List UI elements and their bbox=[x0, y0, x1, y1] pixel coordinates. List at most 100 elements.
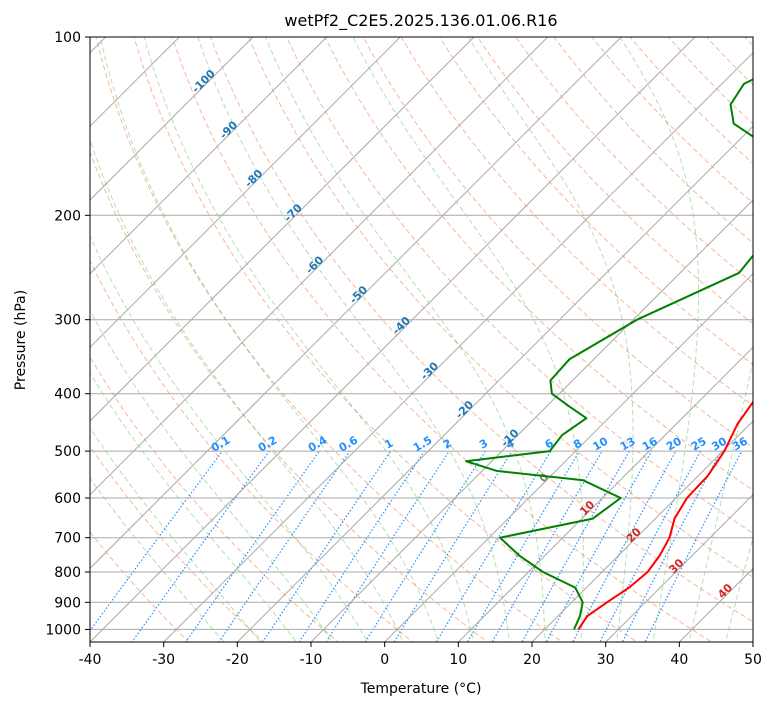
y-tick-label: 800 bbox=[54, 565, 81, 581]
dry-adiabat-line bbox=[90, 356, 339, 642]
isotherm-label: -90 bbox=[217, 118, 240, 141]
dry-adiabat-line bbox=[90, 259, 414, 642]
dry-adiabat-line bbox=[591, 37, 753, 204]
isotherm-label: -50 bbox=[347, 283, 370, 306]
y-tick-label: 700 bbox=[54, 531, 81, 547]
mixing-ratio-line bbox=[521, 450, 631, 642]
isotherm-label: -60 bbox=[303, 253, 326, 276]
moist-adiabat-line bbox=[143, 37, 475, 642]
dewpoint-profile-line bbox=[465, 78, 753, 630]
isotherm-line bbox=[236, 125, 753, 642]
mixing-ratio-line bbox=[298, 450, 425, 642]
dry-adiabat-line bbox=[95, 37, 564, 642]
isotherm-line bbox=[90, 37, 402, 349]
isotherm-line bbox=[90, 37, 254, 201]
dry-adiabat-line bbox=[248, 37, 753, 578]
mixing-ratio-line bbox=[262, 450, 392, 642]
mixing-ratio-line bbox=[466, 450, 580, 642]
mixing-ratio-line bbox=[90, 450, 223, 632]
y-tick-label: 1000 bbox=[45, 622, 81, 638]
mixing-ratio-line bbox=[599, 450, 702, 642]
moist-adiabat-line bbox=[90, 138, 404, 642]
mixing-ratio-line bbox=[545, 450, 653, 642]
isotherm-label: 40 bbox=[715, 581, 735, 601]
isotherm-line bbox=[457, 346, 753, 642]
isotherm-label: -10 bbox=[498, 426, 521, 449]
isotherm-line bbox=[531, 420, 753, 642]
isotherm-label: -70 bbox=[282, 201, 305, 224]
isotherm-line bbox=[310, 199, 753, 642]
axes: -40 -30 -20 -10 0 10 20 30 40 5010020030040050060… bbox=[45, 30, 762, 668]
x-axis-label: Temperature (°C) bbox=[360, 681, 482, 697]
isotherm-label: -80 bbox=[242, 167, 265, 190]
isotherm-line bbox=[604, 493, 753, 642]
moist-adiabat-line bbox=[467, 37, 634, 642]
mixing-ratio-label: 6 bbox=[543, 436, 556, 451]
dry-adiabat-line bbox=[90, 445, 265, 642]
mixing-ratio-line bbox=[184, 450, 320, 642]
plot-frame bbox=[89, 36, 754, 643]
x-tick-label: 30 bbox=[597, 652, 615, 668]
moist-adiabat-line bbox=[688, 358, 753, 642]
dry-adiabat-line bbox=[133, 37, 638, 642]
y-axis-label: Pressure (hPa) bbox=[13, 290, 29, 390]
isotherm-label: 30 bbox=[666, 556, 686, 576]
isotherm-label: 10 bbox=[577, 498, 597, 518]
isotherm-label: -40 bbox=[390, 314, 413, 337]
dry-adiabat-line bbox=[770, 24, 775, 654]
isopleth-labels: 0.1 0.2 0.4 0.6 1 1.5 2 3 4 6 8 10 13 16 20 25 30 36-100-… bbox=[189, 67, 750, 601]
mixing-ratio-line bbox=[131, 450, 270, 642]
dry-adiabat-line bbox=[400, 37, 753, 407]
y-tick-label: 200 bbox=[54, 208, 81, 224]
y-tick-label: 300 bbox=[54, 313, 81, 329]
x-tick-label: 50 bbox=[744, 652, 762, 668]
moist-adiabat-line bbox=[265, 37, 546, 642]
x-tick-label: 20 bbox=[523, 652, 541, 668]
mixing-ratio-label: 2 bbox=[441, 437, 454, 452]
mixing-ratio-line bbox=[491, 450, 603, 642]
sounding-series bbox=[465, 78, 753, 630]
temperature-profile-line bbox=[577, 400, 753, 630]
moist-adiabat-line bbox=[90, 309, 333, 642]
isotherm-line bbox=[90, 37, 328, 275]
dry-adiabat-line bbox=[286, 37, 753, 534]
dry-adiabat-line bbox=[705, 37, 753, 86]
mixing-ratio-line bbox=[364, 450, 486, 642]
dry-adiabat-line bbox=[515, 37, 753, 284]
x-tick-label: 0 bbox=[380, 652, 389, 668]
moist-adiabat-line bbox=[90, 235, 369, 642]
y-tick-label: 100 bbox=[54, 30, 81, 46]
x-tick-label: -40 bbox=[79, 652, 102, 668]
chart-title: wetPf2_C2E5.2025.136.01.06.R16 bbox=[284, 11, 557, 31]
dry-adiabat-line bbox=[744, 37, 753, 47]
isotherm-label: -20 bbox=[453, 398, 476, 421]
isotherm-line bbox=[752, 641, 753, 642]
y-tick-label: 400 bbox=[54, 387, 81, 403]
isotherm-label: -100 bbox=[189, 67, 218, 96]
isotherm-line bbox=[90, 37, 623, 570]
dry-adiabat-line bbox=[171, 37, 713, 642]
moist-adiabat-line bbox=[197, 37, 510, 642]
mixing-ratio-line bbox=[218, 450, 351, 642]
mixing-ratio-line bbox=[644, 450, 743, 642]
x-tick-label: -20 bbox=[226, 652, 249, 668]
dry-adiabat-line bbox=[324, 37, 753, 491]
mixing-ratio-line bbox=[325, 450, 450, 642]
mixing-ratio-line bbox=[393, 450, 513, 642]
dry-adiabat-line bbox=[90, 150, 489, 642]
moist-adiabat-line bbox=[99, 37, 440, 642]
isotherm-line bbox=[90, 37, 549, 496]
y-tick-label: 500 bbox=[54, 444, 81, 460]
dry-adiabat-line bbox=[476, 37, 753, 325]
isotherm-line bbox=[162, 51, 753, 642]
moist-adiabat-line bbox=[90, 371, 297, 642]
x-tick-label: 10 bbox=[449, 652, 467, 668]
y-tick-label: 600 bbox=[54, 491, 81, 507]
grid-lines bbox=[90, 37, 753, 642]
mixing-ratio-line bbox=[621, 450, 722, 642]
plot-background bbox=[90, 24, 775, 654]
dry-adiabat-line bbox=[362, 37, 753, 449]
x-tick-label: -10 bbox=[300, 652, 323, 668]
isotherm-label: 20 bbox=[624, 525, 644, 545]
